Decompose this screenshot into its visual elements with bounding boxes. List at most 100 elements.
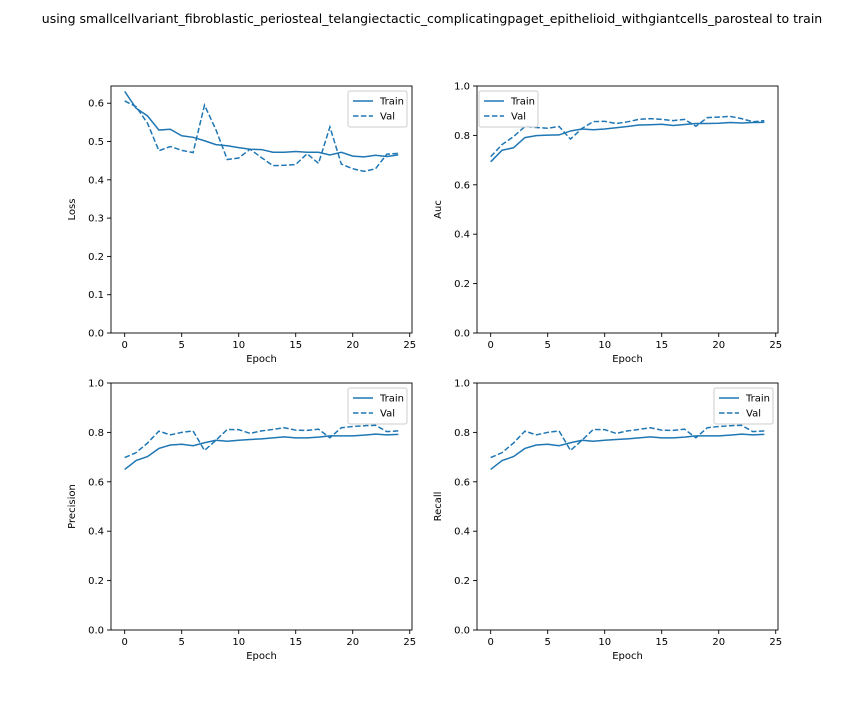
data-point-val bbox=[547, 127, 549, 129]
data-point-train bbox=[752, 434, 754, 436]
data-point-val bbox=[261, 430, 263, 432]
data-point-val bbox=[192, 430, 194, 432]
subplot-precision: 0 5 10 15 20 25 0.0 0.2 0.4 0.6 0.8 1.0 Epoch Precisi… bbox=[67, 379, 416, 663]
data-point-train bbox=[604, 128, 606, 130]
y-tick-label: 0.2 bbox=[454, 576, 470, 587]
legend-box bbox=[478, 90, 539, 128]
data-point-val bbox=[238, 157, 240, 159]
data-point-train bbox=[729, 122, 731, 124]
data-point-val bbox=[764, 120, 766, 122]
data-point-val bbox=[169, 434, 171, 436]
y-tick-label: 0.4 bbox=[88, 175, 104, 186]
data-point-train bbox=[398, 154, 400, 156]
data-point-val bbox=[192, 152, 194, 154]
data-point-train bbox=[638, 437, 640, 439]
y-tick-label: 0.0 bbox=[88, 329, 104, 340]
series-line-train bbox=[490, 433, 765, 471]
data-point-train bbox=[204, 140, 206, 142]
data-point-train bbox=[363, 156, 365, 158]
data-point-train bbox=[524, 448, 526, 450]
data-point-val bbox=[272, 429, 274, 431]
data-point-train bbox=[524, 137, 526, 139]
data-point-val bbox=[592, 121, 594, 123]
series-line-val bbox=[124, 424, 399, 459]
data-point-train bbox=[764, 434, 766, 436]
y-tick-label: 1.0 bbox=[88, 379, 104, 390]
legend-label: Train bbox=[745, 394, 770, 405]
x-tick-label: 20 bbox=[346, 340, 359, 351]
data-point-val bbox=[204, 450, 206, 452]
data-point-val bbox=[558, 126, 560, 128]
data-point-train bbox=[284, 151, 286, 153]
data-point-val bbox=[490, 457, 492, 459]
data-point-val bbox=[215, 440, 217, 442]
data-point-val bbox=[558, 430, 560, 432]
data-point-train bbox=[535, 444, 537, 446]
x-tick-label: 15 bbox=[289, 340, 302, 351]
data-point-val bbox=[363, 171, 365, 173]
data-point-train bbox=[684, 124, 686, 126]
data-point-val bbox=[261, 157, 263, 159]
data-point-val bbox=[341, 427, 343, 429]
data-point-train bbox=[261, 438, 263, 440]
data-point-train bbox=[627, 126, 629, 128]
data-point-train bbox=[615, 127, 617, 129]
data-point-train bbox=[181, 443, 183, 445]
x-tick-label: 5 bbox=[545, 637, 551, 648]
data-point-val bbox=[581, 440, 583, 442]
x-tick-label: 0 bbox=[121, 637, 127, 648]
legend: Train Val bbox=[347, 90, 408, 128]
y-tick-label: 0.4 bbox=[454, 527, 470, 538]
series-line-train bbox=[490, 121, 765, 163]
series-line-val bbox=[490, 424, 765, 459]
data-point-train bbox=[158, 448, 160, 450]
data-point-train bbox=[741, 433, 743, 435]
data-point-val bbox=[306, 153, 308, 155]
x-tick-label: 10 bbox=[598, 340, 611, 351]
data-point-train bbox=[169, 128, 171, 130]
x-tick-label: 5 bbox=[179, 637, 185, 648]
legend-label: Val bbox=[380, 409, 395, 420]
data-point-train bbox=[695, 123, 697, 125]
data-point-train bbox=[650, 436, 652, 438]
data-point-train bbox=[147, 456, 149, 458]
data-point-val bbox=[615, 123, 617, 125]
data-point-train bbox=[718, 435, 720, 437]
data-point-val bbox=[490, 156, 492, 158]
data-point-val bbox=[729, 116, 731, 118]
data-point-val bbox=[249, 148, 251, 150]
data-point-val bbox=[306, 430, 308, 432]
axes-frame bbox=[110, 382, 413, 631]
data-point-train bbox=[124, 469, 126, 471]
data-point-train bbox=[226, 440, 228, 442]
data-point-train bbox=[627, 438, 629, 440]
data-point-val bbox=[570, 450, 572, 452]
data-point-train bbox=[181, 135, 183, 137]
data-point-val bbox=[695, 125, 697, 127]
x-axis-label: Epoch bbox=[612, 651, 643, 662]
subplot-loss: 0 5 10 15 20 25 0.0 0.1 0.2 0.3 0.4 0.5 0.6 Epoch Loss… bbox=[67, 85, 416, 365]
data-point-train bbox=[604, 440, 606, 442]
data-point-train bbox=[363, 434, 365, 436]
data-point-val bbox=[398, 430, 400, 432]
data-point-train bbox=[398, 434, 400, 436]
y-tick-label: 0.8 bbox=[454, 428, 470, 439]
data-point-val bbox=[718, 116, 720, 118]
data-point-train bbox=[570, 442, 572, 444]
axes-frame bbox=[476, 85, 779, 334]
data-point-val bbox=[158, 150, 160, 152]
data-point-val bbox=[352, 168, 354, 170]
data-point-val bbox=[226, 159, 228, 161]
data-point-val bbox=[684, 428, 686, 430]
data-point-train bbox=[272, 437, 274, 439]
legend-label: Train bbox=[379, 97, 404, 108]
data-point-train bbox=[135, 107, 137, 109]
data-point-train bbox=[558, 445, 560, 447]
x-tick-label: 0 bbox=[487, 340, 493, 351]
legend: Train Val bbox=[713, 387, 774, 425]
data-point-val bbox=[592, 429, 594, 431]
data-point-val bbox=[215, 129, 217, 131]
data-point-val bbox=[729, 425, 731, 427]
x-tick-label: 20 bbox=[712, 637, 725, 648]
